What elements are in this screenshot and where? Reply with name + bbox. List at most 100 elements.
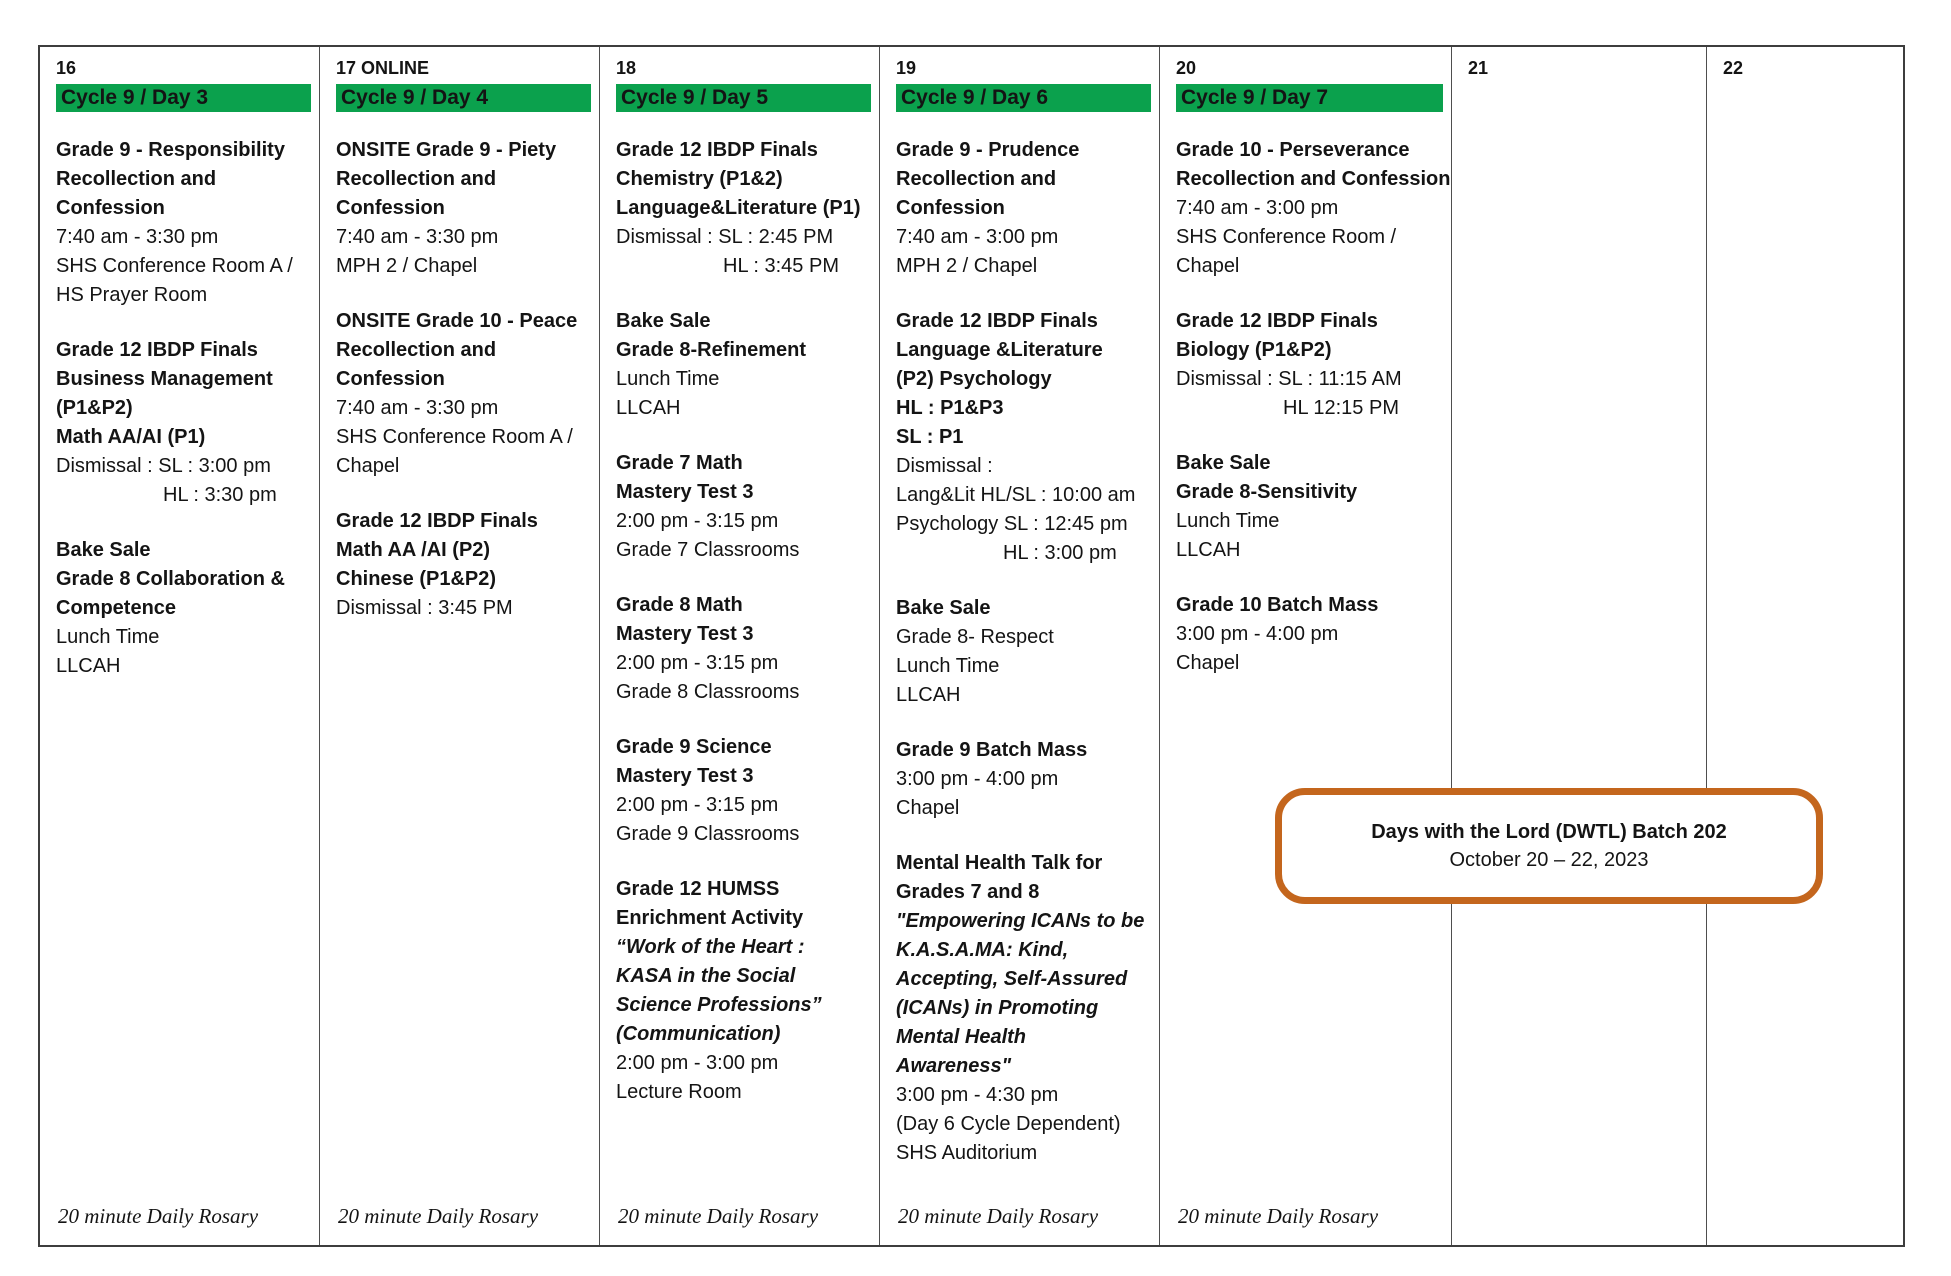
event-line: Confession bbox=[336, 368, 445, 390]
event-line: 7:40 am - 3:30 pm bbox=[336, 397, 499, 419]
event: Grade 9 - Responsibility Recollection and… bbox=[56, 136, 311, 310]
event-line: Confession bbox=[896, 197, 1005, 219]
event: Grade 7 Math Mastery Test 3 2:00 pm - 3:15… bbox=[616, 449, 871, 565]
dwtl-banner: Days with the Lord (DWTL) Batch 202 Octo… bbox=[1275, 788, 1823, 904]
event-line: 7:40 am - 3:00 pm bbox=[1176, 197, 1339, 219]
dwtl-title: Days with the Lord (DWTL) Batch 202 bbox=[1371, 821, 1727, 843]
event-line: Grade 10 Batch Mass bbox=[1176, 594, 1379, 616]
cycle-day-badge: Cycle 9 / Day 7 bbox=[1176, 84, 1443, 112]
event-line: (P2) Psychology bbox=[896, 368, 1052, 390]
event: Grade 9 Science Mastery Test 3 2:00 pm - 3… bbox=[616, 733, 871, 849]
event-line: Grade 12 IBDP Finals bbox=[616, 139, 818, 161]
event-line: HL 12:15 PM bbox=[1283, 397, 1399, 419]
event-line: Awareness" bbox=[896, 1055, 1012, 1077]
event-line: Recollection and bbox=[56, 168, 217, 190]
event-line: Lunch Time bbox=[1176, 510, 1280, 532]
event: Grade 9 - Prudence Recollection and Confes… bbox=[896, 136, 1151, 281]
event-line: “Work of the Heart : bbox=[616, 936, 805, 958]
event-line: Language&Literature (P1) bbox=[616, 197, 861, 219]
event-line: Dismissal : bbox=[896, 455, 993, 477]
events-list: Grade 10 - Perseverance Recollection and … bbox=[1176, 136, 1450, 704]
event-line: Math AA/AI (P1) bbox=[56, 426, 206, 448]
event-line: Competence bbox=[56, 597, 177, 619]
event-line: 3:00 pm - 4:30 pm bbox=[896, 1084, 1059, 1106]
event-line: Lang&Lit HL/SL : 10:00 am bbox=[896, 484, 1136, 506]
event-line: ONSITE Grade 10 - Peace bbox=[336, 310, 578, 332]
event-line: 7:40 am - 3:00 pm bbox=[896, 226, 1059, 248]
event-line: Mental Health Talk for bbox=[896, 852, 1103, 874]
event: Bake Sale Grade 8-Sensitivity Lunch Time LL… bbox=[1176, 449, 1443, 565]
event-line: Grade 9 Batch Mass bbox=[896, 739, 1088, 761]
event-line: Bake Sale bbox=[56, 539, 151, 561]
event-line: 2:00 pm - 3:15 pm bbox=[616, 794, 779, 816]
cycle-day-badge: Cycle 9 / Day 5 bbox=[616, 84, 871, 112]
event-line: Chapel bbox=[896, 797, 960, 819]
event-line: Grade 8-Sensitivity bbox=[1176, 481, 1358, 503]
event-line: ONSITE Grade 9 - Piety bbox=[336, 139, 557, 161]
event-line: Lunch Time bbox=[896, 655, 1000, 677]
event-line: Grade 12 IBDP Finals bbox=[896, 310, 1098, 332]
event-line: Dismissal : SL : 11:15 AM bbox=[1176, 368, 1402, 390]
events-list: Grade 12 IBDP Finals Chemistry (P1&2) Lang… bbox=[616, 136, 871, 1133]
event: Grade 10 Batch Mass 3:00 pm - 4:00 pm Chap… bbox=[1176, 591, 1443, 678]
event-line: LLCAH bbox=[616, 397, 681, 419]
event-line: Mastery Test 3 bbox=[616, 765, 754, 787]
event: Grade 12 IBDP Finals Chemistry (P1&2) Lang… bbox=[616, 136, 871, 281]
calendar-grid: 16 Cycle 9 / Day 3 Grade 9 - Responsibil… bbox=[38, 45, 1905, 1247]
event-line: 2:00 pm - 3:15 pm bbox=[616, 652, 779, 674]
day-number: 22 bbox=[1723, 58, 1744, 78]
event-line: HL : 3:30 pm bbox=[163, 484, 277, 506]
event: Grade 12 HUMSS Enrichment Activity “Work o… bbox=[616, 875, 871, 1107]
event-line: (ICANs) in Promoting bbox=[896, 997, 1099, 1019]
event-line: Grade 8- Respect bbox=[896, 626, 1054, 648]
event: Grade 8 Math Mastery Test 3 2:00 pm - 3:15… bbox=[616, 591, 871, 707]
event-line: 3:00 pm - 4:00 pm bbox=[1176, 623, 1339, 645]
event-line: Mental Health bbox=[896, 1026, 1027, 1048]
daily-rosary-note: 20 minute Daily Rosary bbox=[898, 1204, 1099, 1228]
event-line: 7:40 am - 3:30 pm bbox=[336, 226, 499, 248]
event-line: SHS Auditorium bbox=[896, 1142, 1038, 1164]
event-line: Dismissal : 3:45 PM bbox=[336, 597, 513, 619]
event: Bake Sale Grade 8-Refinement Lunch Time LLC… bbox=[616, 307, 871, 423]
event-line: Lunch Time bbox=[56, 626, 160, 648]
event-line: 2:00 pm - 3:15 pm bbox=[616, 510, 779, 532]
event-line: SL : P1 bbox=[896, 426, 964, 448]
event-line: HL : 3:00 pm bbox=[1003, 542, 1117, 564]
event-line: Confession bbox=[336, 197, 445, 219]
event-line: Grade 8 Math bbox=[616, 594, 743, 616]
event-line: Dismissal : SL : 3:00 pm bbox=[56, 455, 271, 477]
event-line: Grade 12 IBDP Finals bbox=[56, 339, 258, 361]
events-list: Grade 9 - Responsibility Recollection and… bbox=[56, 136, 311, 707]
event-line: HS Prayer Room bbox=[56, 284, 208, 306]
event-line: Grade 12 IBDP Finals bbox=[1176, 310, 1378, 332]
event-line: Chemistry (P1&2) bbox=[616, 168, 783, 190]
event-line: KASA in the Social bbox=[616, 965, 796, 987]
event-line: Grade 7 Math bbox=[616, 452, 743, 474]
event-line: Chinese (P1&P2) bbox=[336, 568, 497, 590]
event-line: Dismissal : SL : 2:45 PM bbox=[616, 226, 834, 248]
event-line: Biology (P1&P2) bbox=[1176, 339, 1332, 361]
daily-rosary-note: 20 minute Daily Rosary bbox=[1178, 1204, 1379, 1228]
day-cell-18: 18 Cycle 9 / Day 5 Grade 12 IBDP Finals C… bbox=[600, 47, 880, 1245]
day-number: 19 bbox=[896, 58, 917, 78]
event-line: Grade 7 Classrooms bbox=[616, 539, 800, 561]
event-line: MPH 2 / Chapel bbox=[336, 255, 478, 277]
event-line: Grade 9 - Responsibility bbox=[56, 139, 285, 161]
event-line: Accepting, Self-Assured bbox=[896, 968, 1128, 990]
event-line: Chapel bbox=[1176, 255, 1240, 277]
event-line: SHS Conference Room A / bbox=[56, 255, 293, 277]
event-line: Language &Literature bbox=[896, 339, 1103, 361]
events-list: ONSITE Grade 9 - Piety Recollection and Co… bbox=[336, 136, 591, 649]
event-line: Mastery Test 3 bbox=[616, 623, 754, 645]
event-line: Psychology SL : 12:45 pm bbox=[896, 513, 1128, 535]
day-cell-19: 19 Cycle 9 / Day 6 Grade 9 - Prudence Rec… bbox=[880, 47, 1160, 1245]
event-line: Grade 9 - Prudence bbox=[896, 139, 1080, 161]
event-line: Lecture Room bbox=[616, 1081, 742, 1103]
event-line: Grade 10 - Perseverance bbox=[1176, 139, 1410, 161]
event: Grade 12 IBDP Finals Language &Literature… bbox=[896, 307, 1151, 568]
event: ONSITE Grade 10 - Peace Recollection and C… bbox=[336, 307, 591, 481]
event-line: Grade 12 HUMSS bbox=[616, 878, 780, 900]
event-line: Grades 7 and 8 bbox=[896, 881, 1040, 903]
event-line: Bake Sale bbox=[896, 597, 991, 619]
event-line: Business Management bbox=[56, 368, 273, 390]
